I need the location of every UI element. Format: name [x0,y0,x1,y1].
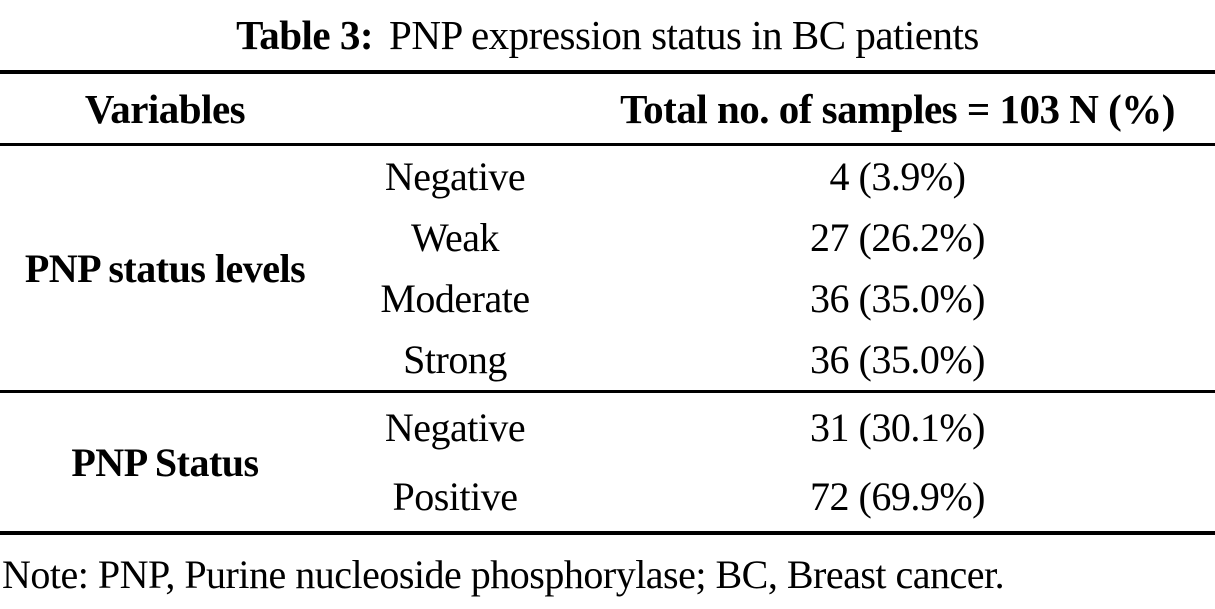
section-divider-rule [0,390,1215,393]
level-cell: Negative [384,154,526,199]
column-header-variables: Variables [84,85,246,132]
row-group-label: PNP status levels [24,245,306,291]
value-cell: 36 (35.0%) [810,337,985,382]
value-cell: 72 (69.9%) [810,474,985,519]
level-cell: Strong [403,337,507,382]
table-bottom-rule [0,531,1215,535]
table-header-row: Variables Total no. of samples = 103 N (… [0,74,1215,143]
value-cell: 31 (30.1%) [810,405,985,450]
level-cell: Positive [392,474,518,519]
value-cell: 27 (26.2%) [810,215,985,260]
level-cell: Weak [410,215,500,260]
table-footnote: Note: PNP, Purine nucleoside phosphoryla… [2,552,1005,597]
level-cell: Moderate [380,276,530,321]
table-caption-label: Table 3: [236,12,374,58]
row-group-label: PNP Status [71,439,259,485]
level-cell: Negative [384,405,526,450]
table-top-rule [0,70,1215,74]
value-cell: 4 (3.9%) [829,154,966,199]
table-caption-text: PNP expression status in BC patients [389,12,979,58]
header-bottom-rule [0,143,1215,146]
table-caption: Table 3: PNP expression status in BC pati… [0,0,1215,70]
table-section-pnp-status-levels: PNP status levels Negative 4 (3.9%) Weak… [0,146,1215,390]
table-section-pnp-status: PNP Status Negative 31 (30.1%) Positive … [0,393,1215,531]
value-cell: 36 (35.0%) [810,276,985,321]
column-header-total-samples: Total no. of samples = 103 N (%) [620,85,1175,132]
